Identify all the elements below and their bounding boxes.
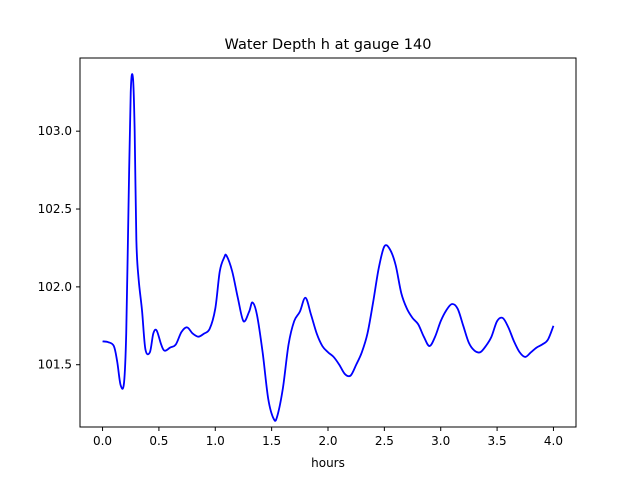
x-tick-label: 1.5 — [262, 434, 281, 448]
y-tick-label: 101.5 — [38, 358, 72, 372]
chart-title: Water Depth h at gauge 140 — [225, 37, 432, 53]
x-tick-label: 4.0 — [544, 434, 563, 448]
x-tick-label: 2.0 — [318, 434, 337, 448]
x-tick-label: 1.0 — [206, 434, 225, 448]
x-tick-label: 3.5 — [488, 434, 507, 448]
plot-frame — [79, 57, 577, 428]
y-tick-label: 103.0 — [38, 124, 72, 138]
y-tick-label: 102.5 — [38, 202, 72, 216]
series-line-water-depth — [102, 73, 555, 422]
x-axis: 0.0 0.5 1.0 1.5 2.0 2.5 3.0 3.5 4.0 — [93, 427, 563, 448]
x-tick-label: 2.5 — [375, 434, 394, 448]
x-tick-label: 0.0 — [93, 434, 112, 448]
y-axis: 101.5 102.0 102.5 103.0 — [38, 124, 80, 372]
x-tick-label: 3.0 — [431, 434, 450, 448]
x-tick-label: 0.5 — [149, 434, 168, 448]
x-axis-label: hours — [311, 456, 345, 470]
y-tick-label: 102.0 — [38, 280, 72, 294]
